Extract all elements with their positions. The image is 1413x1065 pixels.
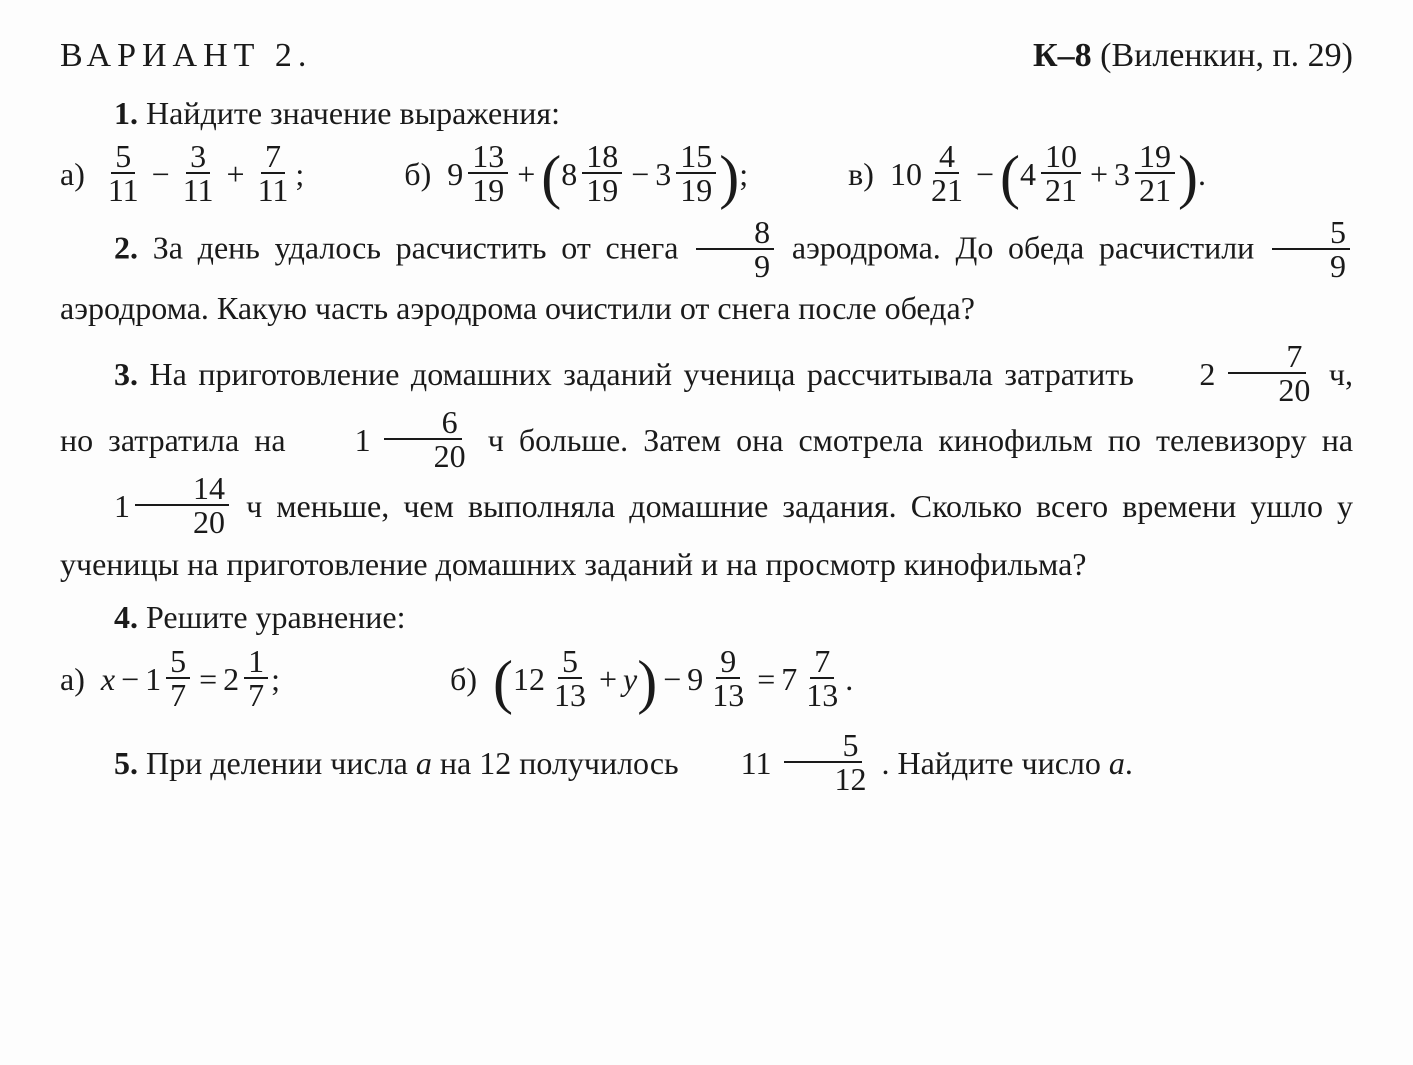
minus: − (976, 150, 994, 200)
plus: + (599, 655, 617, 705)
text: На приготовление домашних заданий учениц… (138, 356, 1145, 392)
equals: = (757, 655, 775, 705)
label: б) (450, 655, 477, 705)
mixed-number: 217 (223, 647, 271, 713)
problem-2: 2. За день удалось расчистить от снега 8… (60, 218, 1353, 334)
terminator: ; (295, 150, 304, 200)
variant-title: ВАРИАНТ 2. (60, 30, 312, 83)
terminator: . (845, 655, 853, 705)
text: на 12 получилось (440, 745, 687, 781)
problem-number: 4. (114, 599, 138, 635)
mixed-number: 91319 (447, 142, 511, 208)
text: ч больше. Затем она смотрела кинофильм п… (488, 422, 1353, 458)
minus: − (152, 150, 170, 200)
mixed-number: 10421 (890, 142, 970, 208)
label: а) (60, 150, 85, 200)
minus: − (631, 150, 649, 200)
eq-4a: а) x − 157 = 217 ; (60, 647, 280, 713)
text: ч меньше, чем выполняла домашние задания… (60, 488, 1353, 582)
expr-1c: в) 10421 − ( 41021 + 31921 ) . (848, 142, 1206, 208)
label: в) (848, 150, 874, 200)
mixed-number: 11420 (60, 474, 232, 540)
variable-y: y (623, 655, 637, 705)
k-code: К–8 (1033, 37, 1092, 74)
variable-a: a (1109, 745, 1125, 781)
text: За день удалось расчистить от снега (138, 230, 693, 266)
problem-number: 1. (114, 95, 138, 131)
worksheet-page: ВАРИАНТ 2. К–8 (Виленкин, п. 29) 1. Найд… (0, 0, 1413, 1065)
mixed-number: 2720 (1145, 342, 1317, 408)
fraction: 59 (1272, 216, 1350, 282)
fraction: 311 (179, 140, 218, 206)
terminator: ; (739, 150, 748, 200)
expr-1b: б) 91319 + ( 81819 − 31519 ) ; (404, 142, 748, 208)
k-source: (Виленкин, п. 29) (1092, 37, 1353, 74)
mixed-number: 9913 (687, 647, 751, 713)
fraction: 711 (254, 140, 293, 206)
expr-1a: а) 511 − 311 + 711 ; (60, 142, 304, 208)
problem-4-equations: а) x − 157 = 217 ; б) ( 12513 + y ) − 99… (60, 647, 1353, 713)
label: а) (60, 655, 85, 705)
plus: + (1090, 150, 1108, 200)
mixed-number: 1620 (301, 408, 473, 474)
text: При делении числа (138, 745, 416, 781)
variable-x: x (101, 655, 115, 705)
eq-4b: б) ( 12513 + y ) − 9913 = 7713 . (450, 647, 853, 713)
text: . Найдите число (881, 745, 1108, 781)
mixed-number: 41021 (1020, 142, 1084, 208)
equals: = (199, 655, 217, 705)
plus: + (517, 150, 535, 200)
text: аэродрома. До обеда расчистили (792, 230, 1269, 266)
text: аэродрома. Какую часть аэродрома очистил… (60, 290, 975, 326)
mixed-number: 11512 (687, 731, 874, 797)
problem-number: 2. (114, 230, 138, 266)
problem-4-prompt: 4. Решите уравнение: (60, 593, 1353, 643)
k-reference: К–8 (Виленкин, п. 29) (1033, 30, 1353, 83)
minus: − (121, 655, 139, 705)
text: . (1125, 745, 1133, 781)
problem-5: 5. При делении числа a на 12 получилось … (60, 731, 1353, 797)
plus: + (227, 150, 245, 200)
terminator: . (1198, 150, 1206, 200)
problem-3: 3. На приготовление домашних заданий уче… (60, 342, 1353, 590)
fraction: 511 (104, 140, 143, 206)
mixed-number: 81819 (561, 142, 625, 208)
mixed-number: 157 (145, 647, 193, 713)
variable-a: a (416, 745, 432, 781)
problem-text: Найдите значение выражения: (138, 95, 560, 131)
problem-1-expressions: а) 511 − 311 + 711 ; б) 91319 + ( 81819 … (60, 142, 1353, 208)
problem-number: 5. (114, 745, 138, 781)
minus: − (663, 655, 681, 705)
label: б) (404, 150, 431, 200)
mixed-number: 31519 (655, 142, 719, 208)
mixed-number: 31921 (1114, 142, 1178, 208)
fraction: 89 (696, 216, 774, 282)
problem-1-prompt: 1. Найдите значение выражения: (60, 89, 1353, 139)
problem-number: 3. (114, 356, 138, 392)
mixed-number: 12513 (513, 647, 593, 713)
mixed-number: 7713 (781, 647, 845, 713)
header: ВАРИАНТ 2. К–8 (Виленкин, п. 29) (60, 30, 1353, 83)
terminator: ; (271, 655, 280, 705)
problem-text: Решите уравнение: (138, 599, 406, 635)
